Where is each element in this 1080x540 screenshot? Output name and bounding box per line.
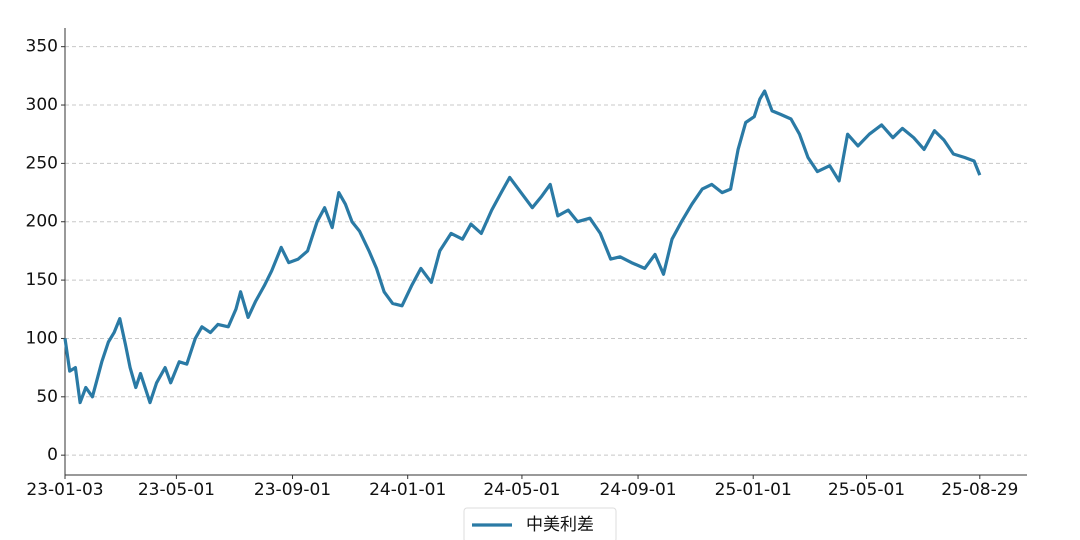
x-tick-label: 23-05-01: [138, 480, 215, 500]
x-tick-label: 24-05-01: [483, 480, 560, 500]
y-tick-label: 250: [26, 153, 58, 173]
series-line: [63, 89, 982, 405]
y-tick-label: 100: [26, 328, 58, 348]
legend-label: 中美利差: [526, 515, 594, 535]
y-tick-label: 150: [26, 270, 58, 290]
x-tick-label: 24-01-01: [369, 480, 446, 500]
legend-box: [463, 507, 617, 540]
x-tick-label: 23-01-03: [26, 480, 103, 500]
x-tick-label: 23-09-01: [254, 480, 331, 500]
y-tick-label: 50: [36, 387, 58, 407]
x-tick-label: 25-01-01: [715, 480, 792, 500]
y-tick-label: 200: [26, 212, 58, 232]
x-tick-label: 24-09-01: [599, 480, 676, 500]
y-tick-label: 300: [26, 95, 58, 115]
x-tick-label: 25-08-29: [941, 480, 1018, 500]
y-tick-label: 0: [47, 445, 58, 465]
y-tick-label: 350: [26, 37, 58, 57]
x-tick-label: 25-05-01: [828, 480, 905, 500]
